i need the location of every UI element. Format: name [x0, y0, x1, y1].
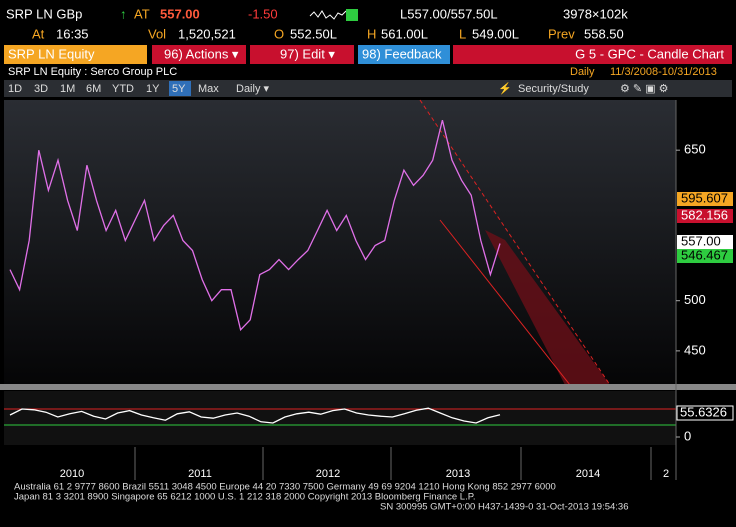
- high: 561.00L: [381, 26, 428, 41]
- x-tick-label: 2011: [188, 468, 212, 480]
- price-label-box: [677, 209, 733, 223]
- price-line: [9, 119, 501, 332]
- function: G 5 - GPC - Candle Chart: [575, 46, 724, 61]
- period-label: Daily: [570, 66, 595, 78]
- date-range: 11/3/2008-10/31/2013: [610, 66, 717, 78]
- trend-line: [439, 219, 571, 386]
- trend-channel: [485, 230, 610, 385]
- time: 16:35: [56, 26, 89, 41]
- toolbar-icons[interactable]: ⚙ ✎ ▣ ⚙: [620, 83, 669, 95]
- low-label: L: [459, 26, 466, 41]
- arrow: ↑: [120, 6, 127, 21]
- edit-button[interactable]: [250, 45, 354, 64]
- range-button[interactable]: 1D: [8, 83, 22, 95]
- change: -1.50: [248, 6, 278, 21]
- rsi-label-box: [676, 405, 734, 421]
- at-label: AT: [134, 6, 150, 21]
- rsi-background: [4, 391, 676, 445]
- y-tick-label: 450: [684, 342, 706, 357]
- range-button[interactable]: 5Y: [172, 83, 186, 95]
- range-button[interactable]: Max: [198, 83, 219, 95]
- low: 549.00L: [472, 26, 519, 41]
- x-tick-label: 2: [663, 468, 669, 480]
- open: 552.50L: [290, 26, 337, 41]
- footer-line: Australia 61 2 9777 8600 Brazil 5511 304…: [14, 482, 556, 493]
- open-label: O: [274, 26, 284, 41]
- range-button[interactable]: YTD: [112, 83, 134, 95]
- y-tick-label: 650: [684, 142, 706, 157]
- security-name: SRP LN Equity : Serco Group PLC: [8, 66, 177, 78]
- price-label-box: [677, 192, 733, 206]
- vol-label: Vol: [148, 26, 166, 41]
- function-bar: [453, 45, 732, 64]
- x-tick-label: 2010: [60, 468, 84, 480]
- price-label: 546.467: [681, 247, 728, 262]
- frequency[interactable]: Daily ▾: [236, 83, 270, 95]
- volume: 1,520,521: [178, 26, 236, 41]
- price-line: [9, 407, 501, 424]
- x-tick-label: 2012: [316, 468, 340, 480]
- panel-separator: [0, 384, 736, 390]
- rsi-label: 55.6326: [680, 404, 727, 419]
- prev: 558.50: [584, 26, 624, 41]
- edit[interactable]: 97) Edit ▾: [280, 46, 335, 61]
- y-tick-label: 0: [684, 428, 691, 443]
- feedback-button[interactable]: [358, 45, 450, 64]
- study[interactable]: Security/Study: [518, 83, 589, 95]
- high-label: H: [367, 26, 376, 41]
- last-price: 557.00: [160, 6, 200, 21]
- actions-button[interactable]: [152, 45, 246, 64]
- price-label: 582.156: [681, 207, 728, 222]
- trend-line: [419, 99, 611, 386]
- price-label-box: [677, 249, 733, 263]
- range-button[interactable]: 1M: [60, 83, 75, 95]
- feedback[interactable]: 98) Feedback: [362, 46, 442, 61]
- study-icon[interactable]: ⚡: [498, 82, 512, 95]
- sparkline-bar: [346, 9, 358, 21]
- security-box[interactable]: [4, 45, 147, 64]
- footer-line: Japan 81 3 3201 8900 Singapore 65 6212 1…: [14, 492, 475, 503]
- range-button[interactable]: 6M: [86, 83, 101, 95]
- actions[interactable]: 96) Actions ▾: [164, 46, 239, 61]
- x-tick-label: 2014: [576, 468, 600, 480]
- y-tick-label: 500: [684, 292, 706, 307]
- x-tick-label: 2013: [446, 468, 470, 480]
- size: 3978×102k: [563, 6, 628, 21]
- price-label-box: [677, 235, 733, 249]
- range-active[interactable]: [169, 81, 191, 96]
- range-button[interactable]: 3D: [34, 83, 48, 95]
- footer-line: SN 300995 GMT+0:00 H437-1439-0 31-Oct-20…: [380, 502, 628, 513]
- bid-ask: L557.00/557.50L: [400, 6, 498, 21]
- time-label: At: [32, 26, 45, 41]
- prev-label: Prev: [548, 26, 575, 41]
- sparkline: [309, 10, 347, 20]
- ticker: SRP LN GBp: [6, 6, 82, 21]
- range-button[interactable]: 1Y: [146, 83, 160, 95]
- security[interactable]: SRP LN Equity: [8, 46, 95, 61]
- price-label: 595.607: [681, 190, 728, 205]
- price-label: 557.00: [681, 233, 721, 248]
